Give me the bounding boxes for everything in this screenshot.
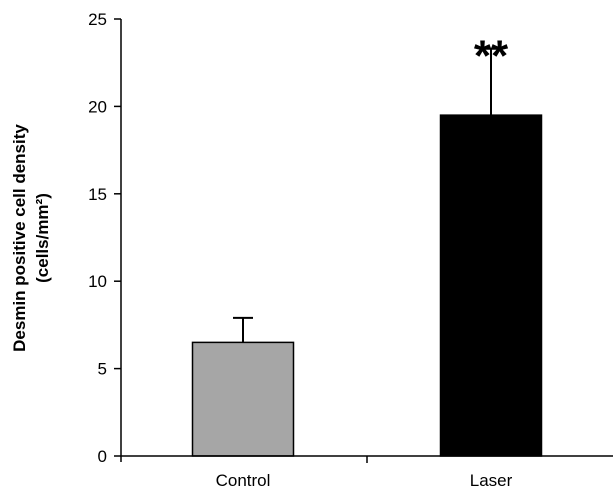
x-axis-ticks: Control Laser (216, 456, 513, 490)
annotations: ** (474, 32, 509, 81)
y-tick-label-2: 10 (88, 272, 107, 291)
error-bars (233, 47, 501, 343)
y-tick-label-3: 15 (88, 185, 107, 204)
y-tick-label-1: 5 (98, 360, 107, 379)
y-tick-label-4: 20 (88, 97, 107, 116)
bar-laser (439, 114, 543, 457)
y-axis-ticks: 0 5 10 15 20 25 (88, 10, 121, 466)
y-axis-title-line2: (cells/mm²) (33, 193, 52, 283)
y-tick-label-5: 25 (88, 10, 107, 29)
bars (191, 114, 543, 457)
y-tick-label-0: 0 (98, 447, 107, 466)
y-axis-title-line1: Desmin positive cell density (10, 124, 29, 352)
y-axis-title: Desmin positive cell density (cells/mm²) (10, 124, 52, 352)
x-tick-label-laser: Laser (470, 471, 513, 490)
significance-annotation: ** (474, 32, 509, 81)
x-tick-label-control: Control (216, 471, 271, 490)
bar-control (191, 341, 295, 457)
